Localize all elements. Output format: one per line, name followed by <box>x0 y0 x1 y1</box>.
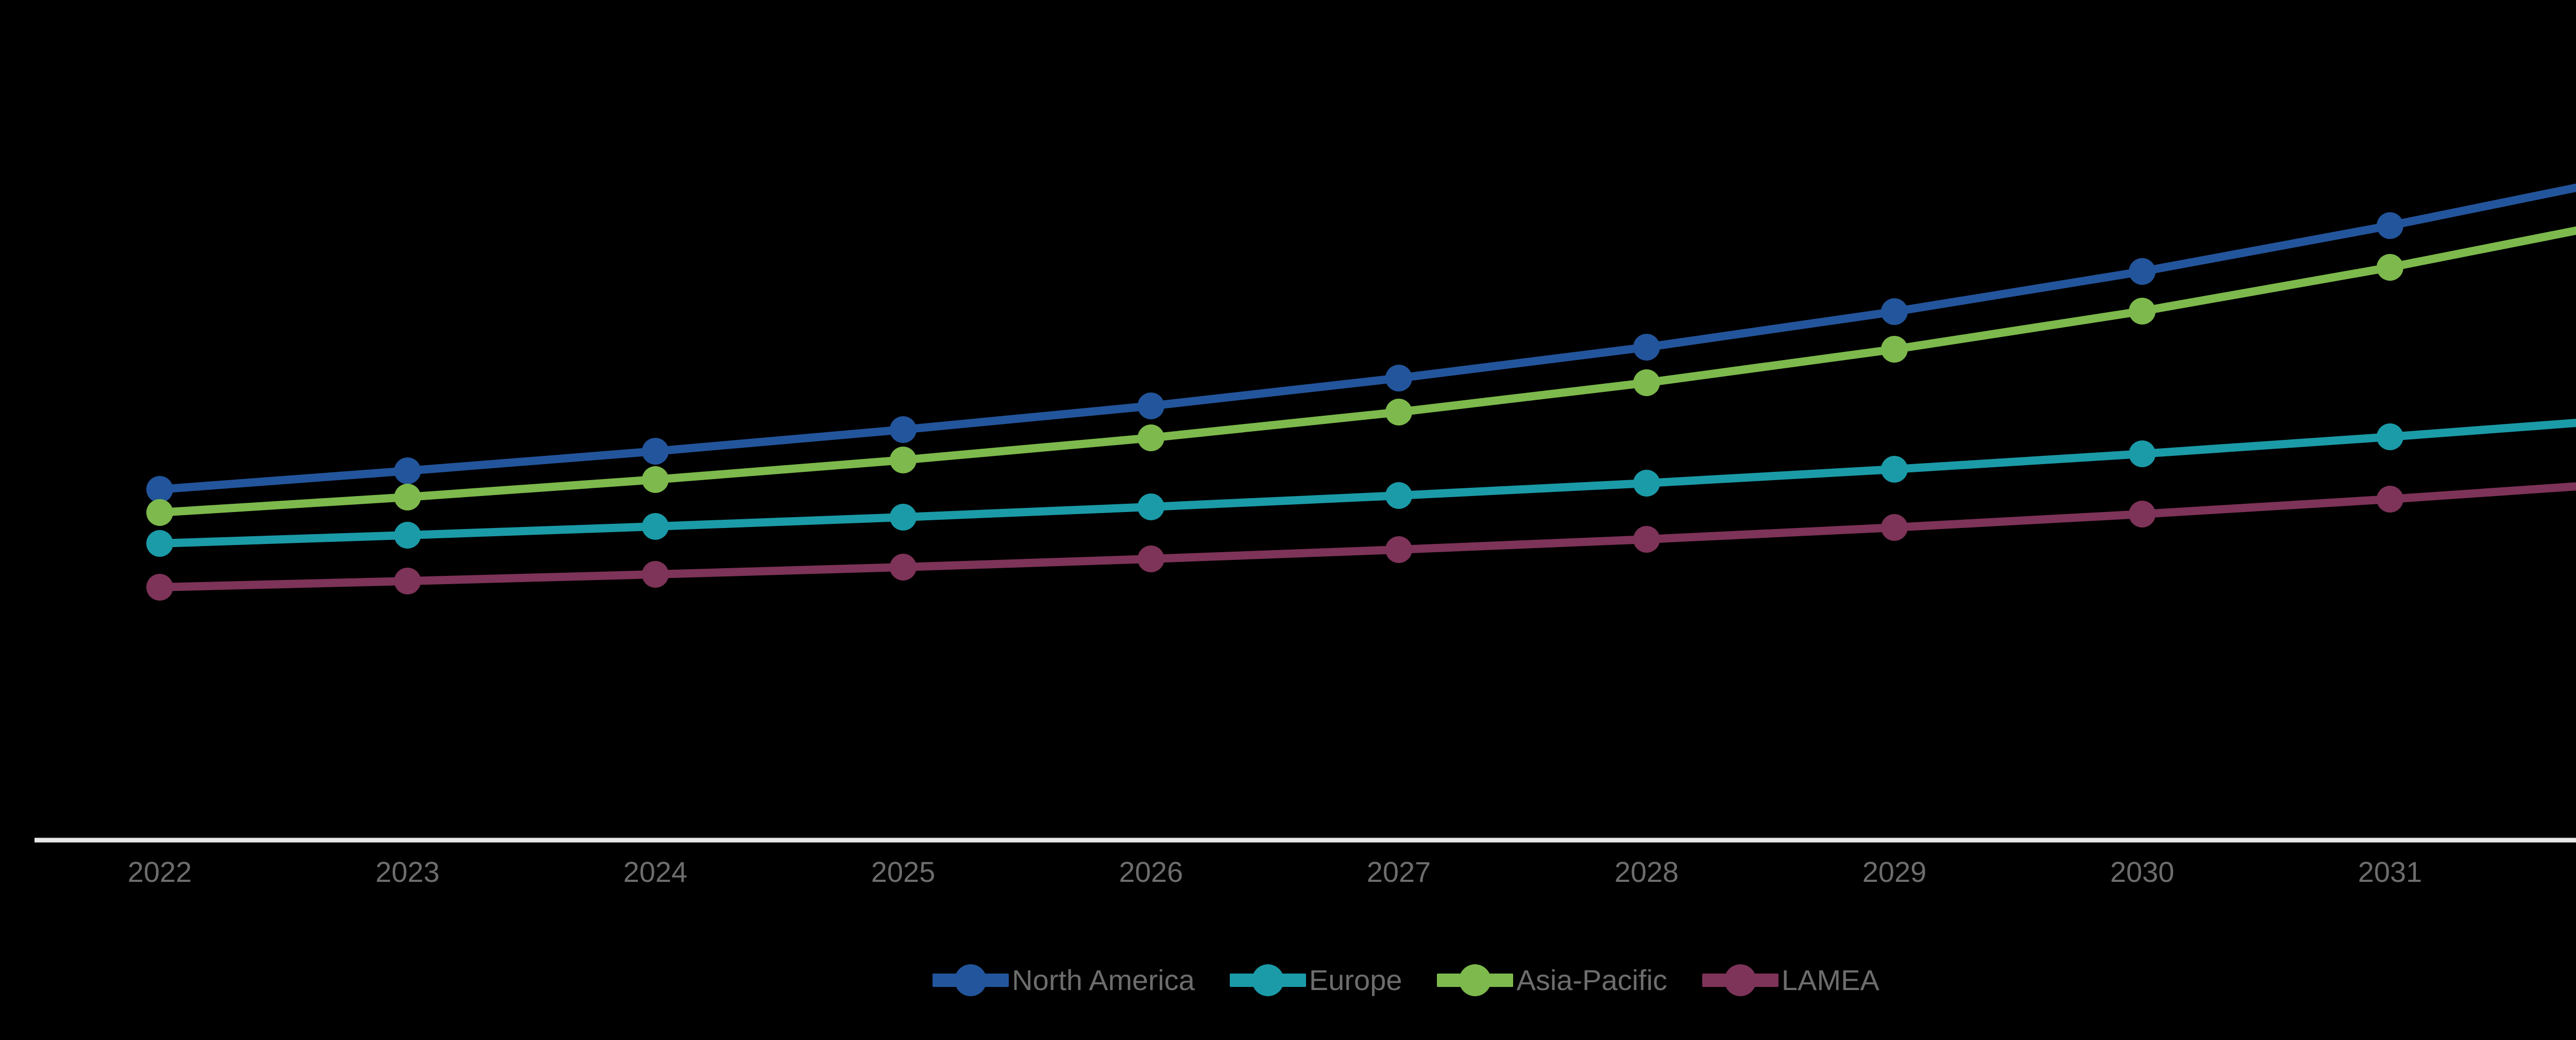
legend-item-label: North America <box>1012 964 1195 996</box>
chart-legend: North America Europe Asia-Pacific LAMEA <box>0 949 2576 1011</box>
legend-line-marker-icon <box>1229 964 1306 996</box>
x-tick-label-2028: 2028 <box>1614 856 1679 888</box>
data-point-marker[interactable] <box>1138 424 1164 451</box>
x-tick-label-2022: 2022 <box>127 856 192 888</box>
data-point-marker[interactable] <box>2129 298 2156 325</box>
data-point-marker[interactable] <box>394 484 421 510</box>
data-point-marker[interactable] <box>642 513 669 540</box>
data-point-marker[interactable] <box>1881 298 1908 325</box>
legend-item-asia-pacific[interactable]: Asia-Pacific <box>1437 957 1667 1003</box>
legend-line-marker-icon <box>1702 964 1779 996</box>
data-point-marker[interactable] <box>890 416 917 443</box>
data-point-marker[interactable] <box>2377 486 2403 513</box>
x-tick-label-2030: 2030 <box>2110 856 2175 888</box>
data-point-marker[interactable] <box>2129 440 2156 467</box>
data-point-marker[interactable] <box>1385 365 1412 391</box>
data-point-marker[interactable] <box>890 447 917 473</box>
x-tick-label-2032: 2032 <box>2571 853 2576 892</box>
legend-line-marker-icon <box>1437 964 1514 996</box>
data-point-marker[interactable] <box>146 499 173 526</box>
data-point-marker[interactable] <box>1633 526 1660 553</box>
legend-item-label: Europe <box>1309 964 1402 996</box>
data-point-marker[interactable] <box>1385 482 1412 509</box>
legend-item-label: LAMEA <box>1782 964 1879 996</box>
x-axis-tick-labels: 2022 2023 2024 2025 2026 2027 2028 2029 2030 2031… <box>0 853 2576 909</box>
x-tick-label-2025: 2025 <box>871 856 936 888</box>
data-point-marker[interactable] <box>2129 501 2156 527</box>
data-point-marker[interactable] <box>2377 254 2403 281</box>
series-line <box>156 226 2576 517</box>
data-point-marker[interactable] <box>1138 393 1164 419</box>
legend-marker-dot <box>955 964 987 996</box>
data-point-marker[interactable] <box>1633 369 1660 396</box>
data-point-marker[interactable] <box>2129 258 2156 285</box>
data-point-marker[interactable] <box>1881 336 1908 363</box>
data-point-marker[interactable] <box>1138 493 1164 520</box>
series-lamea <box>146 482 2576 601</box>
data-point-marker[interactable] <box>394 522 421 549</box>
x-tick-label-2031: 2031 <box>2358 856 2422 888</box>
series-europe <box>146 418 2576 557</box>
data-point-marker[interactable] <box>2377 423 2403 450</box>
data-point-marker[interactable] <box>642 561 669 588</box>
x-tick-label-2023: 2023 <box>375 856 440 888</box>
legend-item-lamea[interactable]: LAMEA <box>1702 957 1879 1003</box>
legend-item-europe[interactable]: Europe <box>1229 957 1402 1003</box>
x-tick-label-2026: 2026 <box>1118 856 1183 888</box>
legend-line-marker-icon <box>933 964 1009 996</box>
legend-marker-dot <box>1459 964 1492 996</box>
data-point-marker[interactable] <box>1881 456 1908 483</box>
plot-area <box>35 183 2576 843</box>
data-point-marker[interactable] <box>1385 536 1412 563</box>
data-point-marker[interactable] <box>146 476 173 503</box>
data-point-marker[interactable] <box>642 466 669 493</box>
data-point-marker[interactable] <box>146 574 173 601</box>
data-point-marker[interactable] <box>890 504 917 531</box>
data-point-marker[interactable] <box>394 568 421 594</box>
series-line <box>156 183 2576 493</box>
legend-marker-dot <box>1251 964 1284 996</box>
data-point-marker[interactable] <box>2377 212 2403 239</box>
legend-item-label: Asia-Pacific <box>1516 964 1668 996</box>
legend-marker-dot <box>1724 964 1757 996</box>
x-tick-label-2029: 2029 <box>1862 856 1927 888</box>
series-asia-pacific <box>146 226 2576 526</box>
series-north-america <box>146 183 2576 503</box>
data-point-marker[interactable] <box>1138 545 1164 572</box>
data-point-marker[interactable] <box>1881 514 1908 541</box>
data-point-marker[interactable] <box>642 438 669 465</box>
x-tick-label-2024: 2024 <box>623 856 688 888</box>
chart-canvas <box>35 183 2576 843</box>
legend-item-north-america[interactable]: North America <box>933 957 1195 1003</box>
data-point-marker[interactable] <box>890 554 917 581</box>
series-layer <box>146 183 2576 601</box>
data-point-marker[interactable] <box>394 457 421 484</box>
data-point-marker[interactable] <box>1633 334 1660 361</box>
data-point-marker[interactable] <box>146 530 173 557</box>
data-point-marker[interactable] <box>1633 470 1660 497</box>
data-point-marker[interactable] <box>1385 399 1412 425</box>
series-line <box>156 418 2576 548</box>
x-tick-label-2027: 2027 <box>1366 856 1431 888</box>
